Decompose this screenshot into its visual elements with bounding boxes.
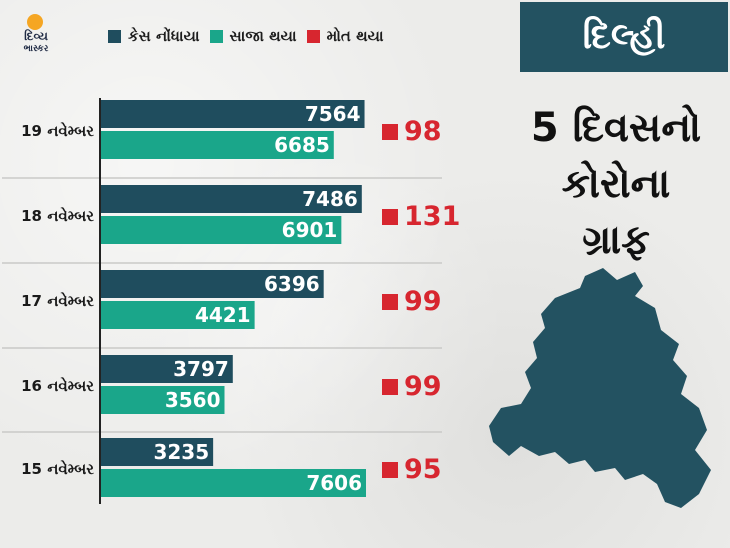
deaths-value: 99: [404, 286, 442, 317]
headline-line-3: ગ્રાફ: [582, 217, 650, 263]
bar-recovered: [100, 216, 342, 244]
legend-item-deaths: મોત થયા: [306, 27, 384, 45]
legend-item-cases: કેસ નોંધાયા: [108, 27, 200, 45]
bar-label-cases: 3235: [153, 440, 209, 464]
delhi-map-icon: [489, 268, 711, 508]
bar-label-recovered: 6901: [282, 218, 338, 242]
category-label: 17 નવેમ્બર: [21, 291, 94, 310]
bar-label-recovered: 6685: [274, 133, 330, 157]
legend-swatch-deaths: [306, 29, 320, 43]
logo-line-1: દિવ્ય: [24, 29, 48, 43]
bar-recovered: [100, 469, 366, 497]
bar-recovered: [100, 301, 255, 329]
delhi-map-shape: [489, 268, 711, 508]
legend-swatch-recovered: [209, 29, 223, 43]
bar-recovered: [100, 386, 225, 414]
deaths-value: 98: [404, 116, 442, 147]
category-label: 18 નવેમ્બર: [21, 206, 94, 225]
bar-cases: [100, 185, 362, 213]
bar-label-cases: 3797: [173, 357, 229, 381]
city-title: દિલ્હી: [582, 16, 666, 57]
bar-label-cases: 7486: [302, 187, 358, 211]
category-label: 15 નવેમ્બર: [21, 459, 94, 478]
bar-chart: 19 નવેમ્બર 7564 6685 98 18 નવેમ્બર 7486 6901 13…: [2, 98, 460, 504]
deaths-marker: [382, 379, 398, 395]
deaths-marker: [382, 124, 398, 140]
logo-line-2: ભાસ્કર: [23, 44, 49, 54]
chart-legend: કેસ નોંધાયા સાજા થયા મોત થયા: [108, 26, 394, 46]
legend-label-deaths: મોત થયા: [326, 27, 384, 45]
deaths-marker: [382, 294, 398, 310]
headline: 5 દિવસનો કોરોના ગ્રાફ: [505, 100, 727, 268]
bar-cases: [100, 100, 365, 128]
divya-bhaskar-logo: દિવ્ય ભાસ્કર: [10, 14, 62, 58]
bar-cases: [100, 438, 214, 466]
headline-line-1: 5 દિવસનો: [530, 105, 702, 151]
deaths-value: 95: [404, 454, 442, 485]
deaths-value: 99: [404, 371, 442, 402]
bar-recovered: [100, 131, 334, 159]
bar-label-cases: 7564: [305, 102, 361, 126]
sun-icon: [27, 14, 43, 30]
bar-label-cases: 6396: [264, 272, 320, 296]
category-label: 19 નવેમ્બર: [21, 121, 94, 140]
deaths-marker: [382, 209, 398, 225]
legend-label-recovered: સાજા થયા: [229, 27, 297, 45]
legend-swatch-cases: [108, 29, 121, 43]
bar-label-recovered: 3560: [165, 388, 221, 412]
legend-label-cases: કેસ નોંધાયા: [128, 27, 200, 45]
deaths-value: 131: [404, 201, 460, 232]
bar-label-recovered: 4421: [195, 303, 251, 327]
bar-cases: [100, 355, 233, 383]
bar-label-recovered: 7606: [306, 471, 362, 495]
headline-line-2: કોરોના: [561, 161, 671, 207]
category-label: 16 નવેમ્બર: [21, 376, 94, 395]
deaths-marker: [382, 462, 398, 478]
city-title-box: દિલ્હી: [520, 2, 728, 72]
bar-cases: [100, 270, 324, 298]
legend-item-recovered: સાજા થયા: [209, 27, 297, 45]
